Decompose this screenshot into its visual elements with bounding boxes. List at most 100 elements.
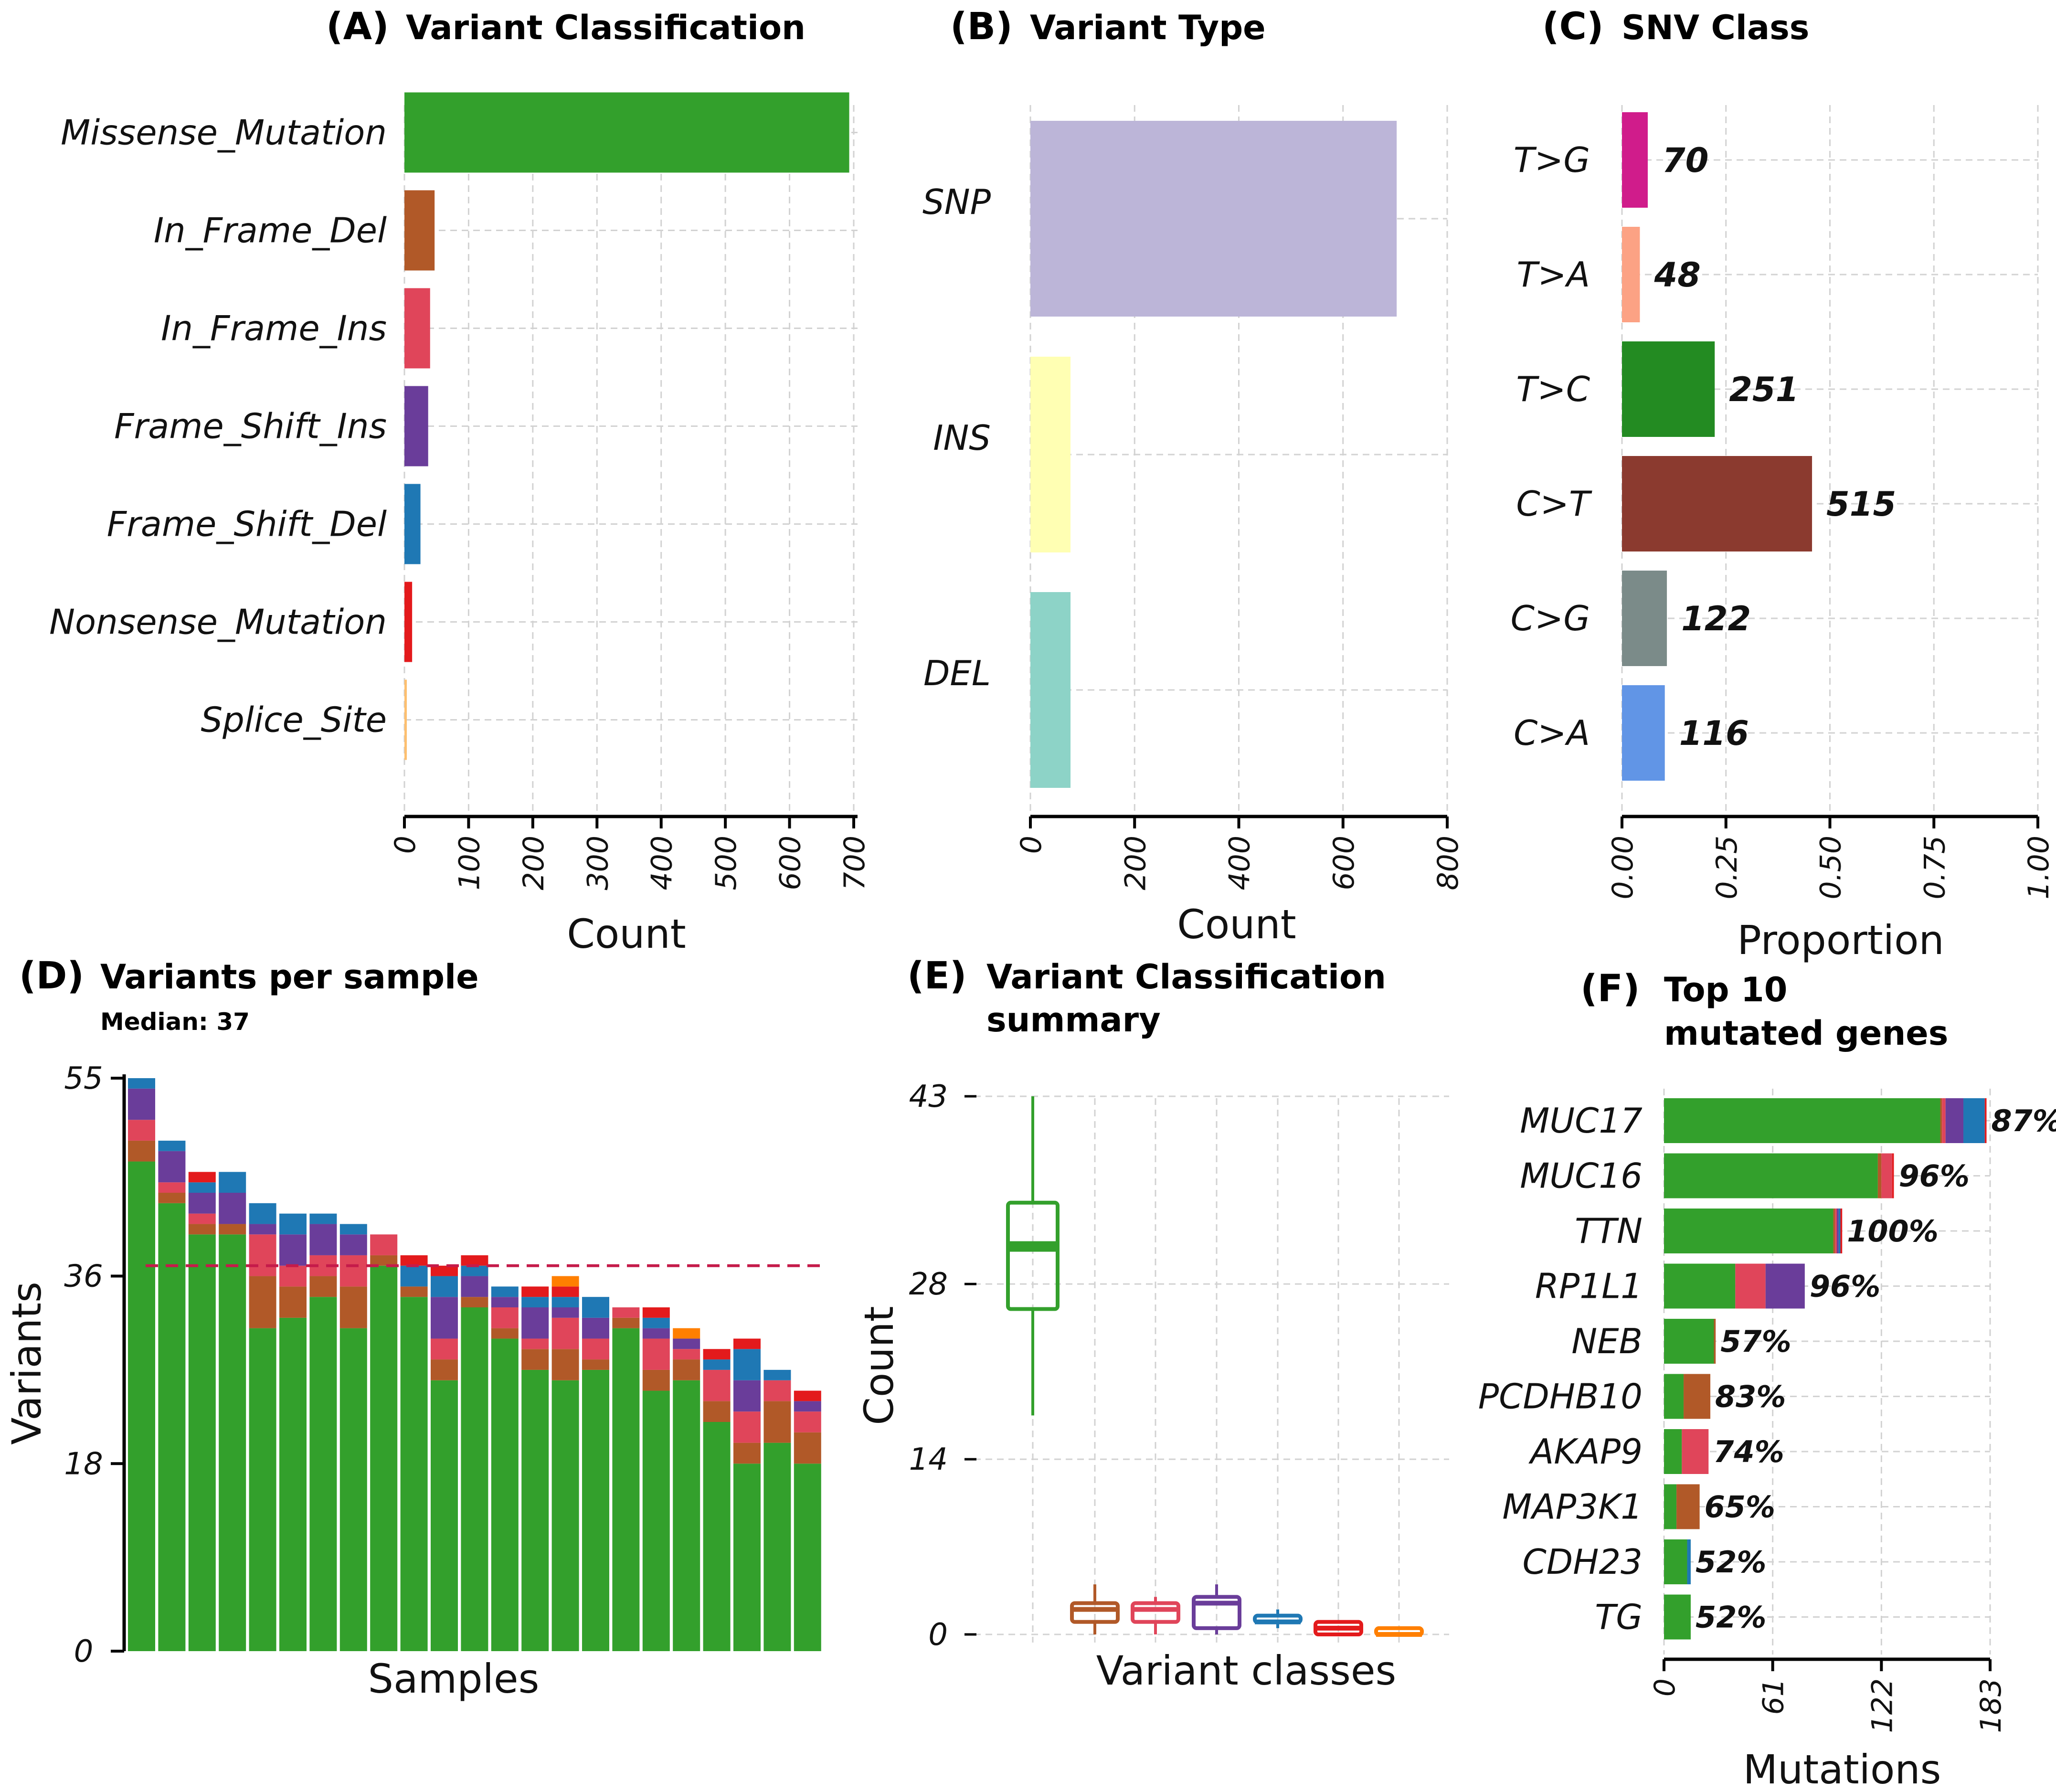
- panel-a-tag: (A): [326, 5, 389, 48]
- panel-d-bar-segment: [219, 1193, 246, 1224]
- panel-d-bar-segment: [431, 1297, 458, 1339]
- panel-d-bar-segment: [642, 1338, 670, 1370]
- panel-f-percent-label: 83%: [1715, 1379, 1786, 1414]
- panel-f-percent-label: 52%: [1696, 1545, 1766, 1580]
- panel-f-bar-segment: [1664, 1153, 1878, 1198]
- panel-c-bar: [1622, 227, 1640, 322]
- panel-b-category-label: SNP: [922, 182, 991, 222]
- panel-d-bar-segment: [642, 1317, 670, 1328]
- panel-a-tick-label: 700: [838, 836, 871, 891]
- panel-a-tick-label: 100: [453, 836, 486, 891]
- panel-d-bar-segment: [551, 1317, 579, 1349]
- panel-f-bar-segment: [1735, 1263, 1766, 1309]
- panel-d-bar-segment: [582, 1369, 609, 1651]
- panel-f-bar-segment: [1664, 1209, 1833, 1253]
- panel-d-bar-segment: [763, 1380, 791, 1401]
- panel-d-bar-segment: [339, 1255, 367, 1287]
- panel-d-bar-segment: [642, 1390, 670, 1651]
- panel-b-category-label: DEL: [923, 653, 991, 693]
- panel-d-bar-segment: [128, 1088, 155, 1120]
- panel-d-bar-segment: [733, 1463, 761, 1651]
- panel-d-bar-segment: [279, 1213, 307, 1235]
- panel-d-bar-segment: [158, 1140, 186, 1151]
- panel-d-bar-segment: [188, 1234, 216, 1651]
- panel-f-gene-label: RP1L1: [1535, 1266, 1643, 1306]
- panel-e-y-axis-label: Count: [856, 1306, 902, 1425]
- panel-a-category-label: Splice_Site: [201, 700, 387, 740]
- panel-d-bar-segment: [128, 1161, 155, 1651]
- panel-d-bar-segment: [249, 1276, 276, 1328]
- panel-f-gene-label: AKAP9: [1528, 1431, 1643, 1472]
- panel-a-tick-labels: 0 100 200 300 400 500 600 700: [389, 836, 871, 891]
- panel-d-bar-segment: [794, 1390, 821, 1401]
- panel-d-bar-segment: [794, 1463, 821, 1651]
- panel-c-category-label: C>A: [1514, 713, 1590, 753]
- panel-e-box: [1192, 1595, 1241, 1630]
- panel-f-percent-label: 74%: [1713, 1434, 1784, 1469]
- panel-d-bar-segment: [491, 1307, 519, 1328]
- panel-d-bar-segment: [703, 1349, 731, 1360]
- panel-f-title-line-2: mutated genes: [1664, 1014, 1948, 1053]
- panel-b-tick-label: 600: [1327, 836, 1361, 891]
- panel-f-bar-segment: [1714, 1319, 1716, 1364]
- panel-f-bar-segment: [1664, 1098, 1940, 1143]
- panel-f-bar-segment: [1840, 1209, 1843, 1253]
- panel-d-bar-segment: [219, 1224, 246, 1235]
- panel-a-category-label: Nonsense_Mutation: [49, 602, 387, 642]
- panel-d-tick-label: 36: [64, 1259, 103, 1294]
- panel-d-bar-segment: [763, 1369, 791, 1380]
- panel-d-tag: (D): [19, 954, 84, 997]
- panel-d-bar-segment: [551, 1307, 579, 1318]
- panel-d-bar-segment: [188, 1213, 216, 1224]
- panel-d-bar-segment: [431, 1338, 458, 1360]
- panel-c-bar: [1622, 341, 1715, 437]
- panel-d-bar-segment: [279, 1265, 307, 1287]
- panel-f-tick-label: 183: [1974, 1678, 2008, 1733]
- panel-b-tick-label: 200: [1119, 836, 1152, 891]
- panel-c-count-label: 70: [1662, 141, 1708, 180]
- panel-d-bar-segment: [642, 1307, 670, 1318]
- panel-d-bar-segment: [733, 1338, 761, 1349]
- panel-c-tick-label: 0.00: [1606, 836, 1640, 900]
- panel-f-bar-segment: [1664, 1263, 1736, 1309]
- panel-f-gene-label: TTN: [1575, 1211, 1643, 1251]
- panel-c-category-label: T>C: [1516, 369, 1590, 409]
- panel-f-bars: [1664, 1098, 1987, 1640]
- panel-f-bar-segment: [1833, 1209, 1835, 1253]
- panel-b-tick-label: 800: [1431, 836, 1465, 891]
- panel-a-category-label: Missense_Mutation: [61, 113, 387, 153]
- panel-d-bar-segment: [733, 1349, 761, 1380]
- panel-f-bar-segment: [1945, 1098, 1964, 1143]
- panel-c-count-label: 251: [1729, 370, 1799, 409]
- panel-e-boxes: [1006, 1096, 1424, 1637]
- panel-d-bar-segment: [521, 1307, 549, 1339]
- panel-d-bar-segment: [339, 1328, 367, 1651]
- panel-d-bar-segment: [219, 1234, 246, 1651]
- panel-d-bar-segment: [612, 1307, 640, 1318]
- panel-d-bar-segment: [582, 1317, 609, 1339]
- panel-d-bar-segment: [309, 1276, 337, 1297]
- panel-f-bar-segment: [1664, 1594, 1691, 1640]
- panel-f-bar-segment: [1664, 1539, 1687, 1584]
- panel-f-percent-labels: 87% 96% 100% 96% 57% 83% 74% 65% 52% 52%: [1696, 1103, 2056, 1635]
- panel-d-bar-segment: [370, 1255, 398, 1266]
- panel-d-bar-segment: [642, 1328, 670, 1339]
- panel-d-bar-segment: [431, 1265, 458, 1276]
- panel-d-bar-segment: [188, 1193, 216, 1214]
- panel-d-tick-labels: 0 18 36 55: [64, 1061, 124, 1669]
- panel-d-bar-segment: [309, 1224, 337, 1255]
- panel-d-bar-segment: [673, 1359, 700, 1380]
- panel-d-bar-segment: [794, 1432, 821, 1464]
- panel-c-tag: (C): [1542, 5, 1604, 48]
- panel-d-bar-segment: [461, 1276, 488, 1297]
- panel-c-tick-label: 1.00: [2022, 836, 2056, 900]
- panel-f-gene-label: PCDHB10: [1478, 1377, 1643, 1417]
- panel-d-bar-segment: [491, 1338, 519, 1651]
- panel-d-bar-segment: [703, 1369, 731, 1401]
- panel-d-bar-segment: [461, 1307, 488, 1651]
- panel-d-bar-segment: [673, 1338, 700, 1349]
- panel-c-category-label: T>G: [1514, 140, 1590, 180]
- panel-c-count-label: 116: [1679, 714, 1749, 753]
- panel-d-bar-segment: [521, 1349, 549, 1370]
- panel-e-tick-label: 0: [928, 1617, 948, 1653]
